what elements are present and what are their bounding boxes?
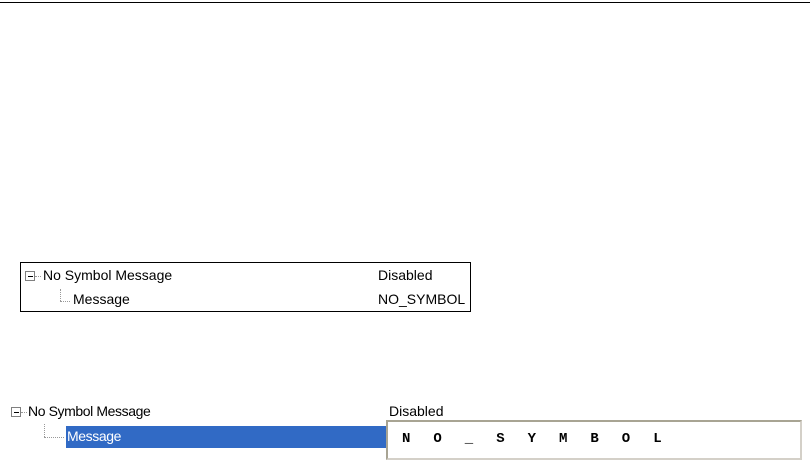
selected-row-highlight[interactable] bbox=[66, 426, 386, 448]
tree-item-message[interactable]: Message bbox=[67, 428, 122, 444]
tree-connector bbox=[60, 301, 70, 302]
tree-item-message[interactable]: Message bbox=[73, 291, 130, 307]
collapse-icon[interactable] bbox=[25, 271, 35, 281]
tree-connector bbox=[60, 289, 61, 301]
collapse-icon[interactable] bbox=[11, 407, 21, 417]
tree-connector bbox=[35, 276, 41, 277]
tree-connector bbox=[21, 412, 27, 413]
message-value[interactable]: NO_SYMBOL bbox=[378, 291, 466, 307]
no-symbol-message-value[interactable]: Disabled bbox=[389, 403, 444, 419]
no-symbol-message-value[interactable]: Disabled bbox=[378, 267, 433, 283]
message-edit-field[interactable]: NO_SYMBOL bbox=[386, 420, 802, 460]
message-edit-text[interactable]: NO_SYMBOL bbox=[402, 431, 685, 447]
tree-connector bbox=[44, 437, 64, 438]
tree-item-no-symbol-message[interactable]: No Symbol Message bbox=[43, 267, 173, 283]
property-tree-static: No Symbol Message Disabled Message NO_SY… bbox=[20, 262, 471, 312]
tree-connector bbox=[44, 424, 45, 437]
top-rule bbox=[0, 2, 810, 3]
tree-item-no-symbol-message[interactable]: No Symbol Message bbox=[28, 403, 151, 419]
